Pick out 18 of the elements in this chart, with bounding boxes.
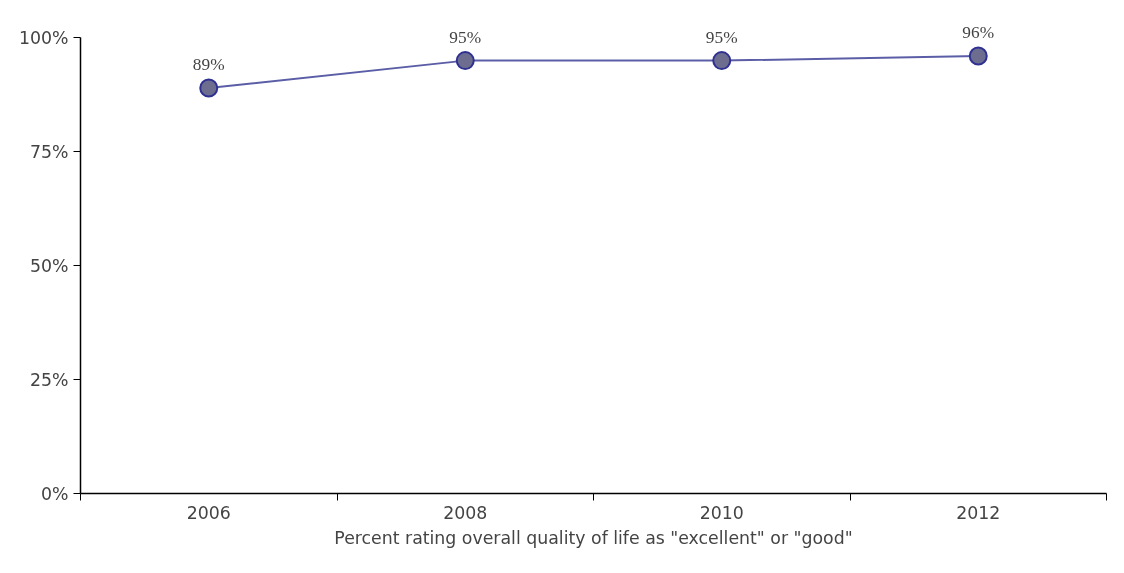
point: [199, 78, 219, 98]
data-label: 96%: [962, 23, 995, 43]
y-tick-label: 0%: [41, 483, 69, 504]
x-tick-label: 2008: [443, 502, 488, 523]
data-label: 95%: [449, 27, 482, 47]
y-tick-label: 75%: [29, 141, 69, 162]
x-tick-label: 2012: [956, 502, 1001, 523]
x-tick-label: 2006: [186, 502, 231, 523]
data-label: 89%: [192, 54, 225, 74]
y-tick-label: 50%: [29, 255, 69, 276]
x-axis-title: Percent rating overall quality of life as "excellent" or "good": [334, 527, 853, 548]
data-label: 95%: [705, 27, 738, 47]
x-tick-label: 2010: [699, 502, 744, 523]
y-tick-label: 100%: [18, 27, 69, 48]
point: [968, 46, 988, 66]
point: [455, 51, 475, 71]
y-tick-label: 25%: [29, 369, 69, 390]
point: [712, 51, 732, 71]
